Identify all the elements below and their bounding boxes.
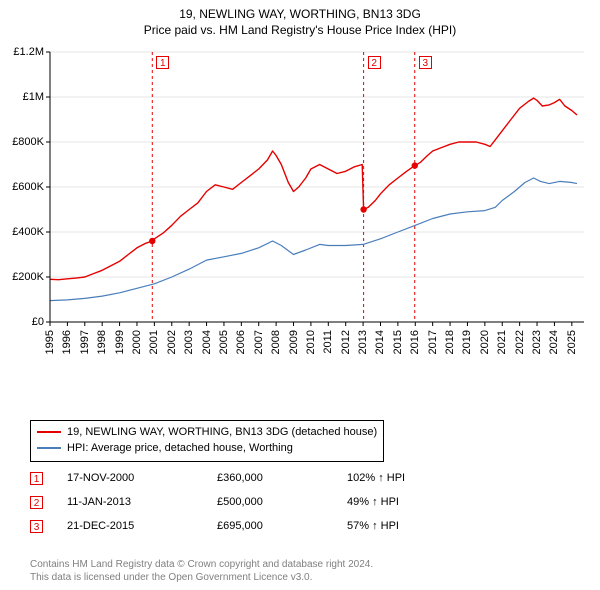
event-marker-box: 3 <box>30 520 43 533</box>
event-note: 102% ↑ HPI <box>347 472 405 484</box>
x-tick-label: 2022 <box>514 330 526 354</box>
events-table: 1 17-NOV-2000£360,000102% ↑ HPI 2 11-JAN-20… <box>30 466 405 538</box>
event-price: £360,000 <box>217 472 347 484</box>
marker-box: 1 <box>156 56 169 69</box>
y-tick-label: £200K <box>0 271 44 283</box>
y-tick-label: £600K <box>0 181 44 193</box>
chart-svg <box>0 42 600 372</box>
legend-item: HPI: Average price, detached house, Wort… <box>37 440 377 456</box>
x-tick-label: 2016 <box>409 330 421 354</box>
y-tick-label: £0 <box>0 316 44 328</box>
event-row: 1 17-NOV-2000£360,000102% ↑ HPI <box>30 466 405 490</box>
event-row: 2 11-JAN-2013£500,00049% ↑ HPI <box>30 490 405 514</box>
marker-box: 2 <box>368 56 381 69</box>
x-tick-label: 2024 <box>548 330 560 354</box>
legend-swatch <box>37 431 61 433</box>
chart-subtitle: Price paid vs. HM Land Registry's House … <box>0 22 600 38</box>
legend-label: 19, NEWLING WAY, WORTHING, BN13 3DG (det… <box>67 426 377 438</box>
x-tick-label: 2008 <box>270 330 282 354</box>
footer: Contains HM Land Registry data © Crown c… <box>30 558 373 584</box>
x-tick-label: 2017 <box>427 330 439 354</box>
x-tick-label: 1997 <box>79 330 91 354</box>
event-price: £695,000 <box>217 520 347 532</box>
event-marker-box: 1 <box>30 472 43 485</box>
legend-item: 19, NEWLING WAY, WORTHING, BN13 3DG (det… <box>37 424 377 440</box>
x-tick-label: 2003 <box>183 330 195 354</box>
x-tick-label: 1998 <box>96 330 108 354</box>
x-tick-label: 1995 <box>44 330 56 354</box>
x-tick-label: 2019 <box>461 330 473 354</box>
x-tick-label: 2018 <box>444 330 456 354</box>
event-price: £500,000 <box>217 496 347 508</box>
x-tick-label: 2000 <box>131 330 143 354</box>
y-tick-label: £1M <box>0 91 44 103</box>
titles: 19, NEWLING WAY, WORTHING, BN13 3DG Pric… <box>0 0 600 38</box>
x-tick-label: 2011 <box>322 330 334 354</box>
x-tick-label: 2007 <box>253 330 265 354</box>
x-tick-label: 2010 <box>305 330 317 354</box>
x-tick-label: 2001 <box>148 330 160 354</box>
event-note: 49% ↑ HPI <box>347 496 399 508</box>
marker-box: 3 <box>419 56 432 69</box>
x-tick-label: 2023 <box>531 330 543 354</box>
x-tick-label: 2015 <box>392 330 404 354</box>
x-tick-label: 2004 <box>201 330 213 354</box>
x-tick-label: 2009 <box>288 330 300 354</box>
legend-swatch <box>37 447 61 449</box>
x-tick-label: 2014 <box>374 330 386 354</box>
page: { "title": "19, NEWLING WAY, WORTHING, B… <box>0 0 600 590</box>
legend: 19, NEWLING WAY, WORTHING, BN13 3DG (det… <box>30 420 384 462</box>
x-tick-label: 2006 <box>235 330 247 354</box>
event-note: 57% ↑ HPI <box>347 520 399 532</box>
x-tick-label: 2005 <box>218 330 230 354</box>
x-tick-label: 2013 <box>357 330 369 354</box>
chart-title: 19, NEWLING WAY, WORTHING, BN13 3DG <box>0 6 600 22</box>
legend-label: HPI: Average price, detached house, Wort… <box>67 442 293 454</box>
x-tick-label: 2020 <box>479 330 491 354</box>
event-row: 3 21-DEC-2015£695,00057% ↑ HPI <box>30 514 405 538</box>
chart: £0 £200K £400K £600K £800K £1M £1.2M 1995 1996 1… <box>0 42 600 372</box>
y-tick-label: £1.2M <box>0 46 44 58</box>
footer-line-2: This data is licensed under the Open Gov… <box>30 571 373 584</box>
event-date: 17-NOV-2000 <box>67 472 217 484</box>
event-date: 21-DEC-2015 <box>67 520 217 532</box>
x-tick-label: 1999 <box>114 330 126 354</box>
event-marker-box: 2 <box>30 496 43 509</box>
y-tick-label: £800K <box>0 136 44 148</box>
x-tick-label: 2002 <box>166 330 178 354</box>
y-tick-label: £400K <box>0 226 44 238</box>
x-tick-label: 2021 <box>496 330 508 354</box>
footer-line-1: Contains HM Land Registry data © Crown c… <box>30 558 373 571</box>
x-tick-label: 1996 <box>61 330 73 354</box>
x-tick-label: 2012 <box>340 330 352 354</box>
event-date: 11-JAN-2013 <box>67 496 217 508</box>
x-tick-label: 2025 <box>566 330 578 354</box>
